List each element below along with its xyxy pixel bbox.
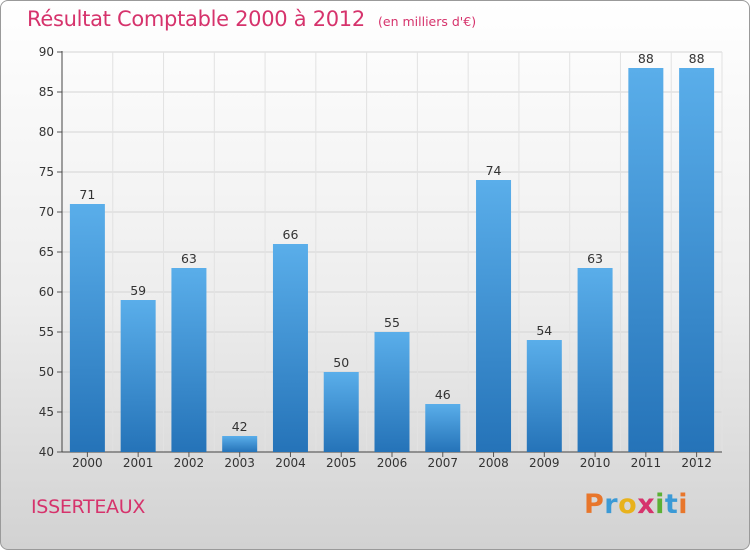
- y-tick-label: 50: [39, 365, 54, 379]
- x-tick-label: 2010: [580, 456, 611, 470]
- data-label: 55: [384, 315, 400, 330]
- bar: [628, 68, 664, 452]
- y-tick-label: 55: [39, 325, 54, 339]
- proxiti-logo[interactable]: Proxiti: [584, 489, 689, 520]
- x-tick-label: 2001: [123, 456, 154, 470]
- x-tick-label: 2008: [478, 456, 509, 470]
- y-tick-label: 90: [39, 45, 54, 59]
- data-label: 42: [232, 419, 248, 434]
- bar: [69, 204, 105, 452]
- y-tick-label: 85: [39, 85, 54, 99]
- bars: [69, 68, 715, 452]
- chart-header: Résultat Comptable 2000 à 2012 (en milli…: [27, 7, 476, 31]
- data-label: 46: [435, 387, 451, 402]
- x-tick-label: 2011: [631, 456, 662, 470]
- y-tick-label: 80: [39, 125, 54, 139]
- x-tick-label: 2007: [427, 456, 458, 470]
- data-labels: 71 59 63 42 66 50 55 46 74 54 63 88 88: [79, 51, 704, 434]
- y-tick-label: 45: [39, 405, 54, 419]
- data-label: 63: [587, 251, 603, 266]
- data-label: 71: [79, 187, 95, 202]
- bar: [526, 340, 562, 452]
- bar: [171, 268, 207, 452]
- y-tick-label: 60: [39, 285, 54, 299]
- chart-title: Résultat Comptable 2000 à 2012: [27, 7, 365, 31]
- y-tick-label: 70: [39, 205, 54, 219]
- bar: [272, 244, 308, 452]
- data-label: 50: [333, 355, 349, 370]
- data-label: 63: [181, 251, 197, 266]
- x-tick-label: 2005: [326, 456, 357, 470]
- bar: [374, 332, 410, 452]
- data-label: 88: [689, 51, 705, 66]
- y-tick-label: 40: [39, 445, 54, 459]
- x-tick-label: 2006: [377, 456, 408, 470]
- x-tick-label: 2012: [681, 456, 712, 470]
- x-tick-label: 2004: [275, 456, 306, 470]
- y-tick-label: 75: [39, 165, 54, 179]
- y-tick-label: 65: [39, 245, 54, 259]
- x-tick-label: 2003: [224, 456, 255, 470]
- place-name: ISSERTEAUX: [31, 496, 146, 518]
- bar: [120, 300, 156, 452]
- bar: [323, 372, 359, 452]
- data-label: 59: [130, 283, 146, 298]
- data-label: 88: [638, 51, 654, 66]
- data-label: 74: [486, 163, 502, 178]
- data-label: 66: [283, 227, 299, 242]
- x-tick-label: 2009: [529, 456, 560, 470]
- bar: [679, 68, 715, 452]
- chart-subtitle: (en milliers d'€): [378, 14, 477, 29]
- data-label: 54: [536, 323, 552, 338]
- bar: [222, 436, 258, 452]
- x-tick-label: 2000: [72, 456, 103, 470]
- bar: [577, 268, 613, 452]
- bar: [476, 180, 512, 452]
- bar: [425, 404, 461, 452]
- x-tick-label: 2002: [174, 456, 205, 470]
